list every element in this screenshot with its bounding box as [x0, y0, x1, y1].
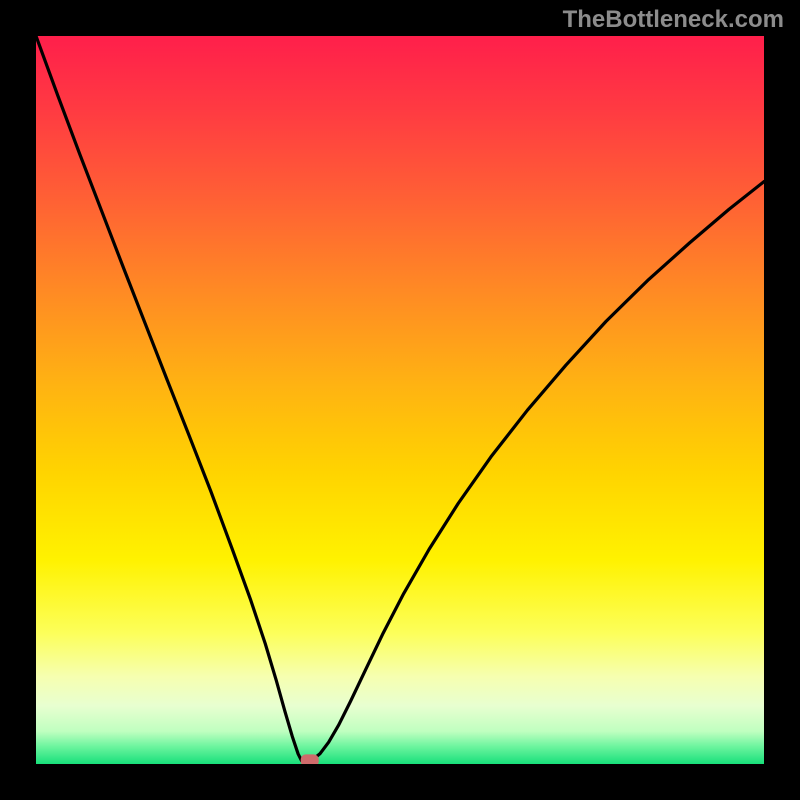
plot-area	[36, 36, 764, 764]
watermark-text: TheBottleneck.com	[563, 6, 784, 34]
bottleneck-curve	[36, 36, 764, 764]
minimum-marker	[301, 754, 319, 764]
curve-polyline	[36, 36, 764, 761]
chart-frame: TheBottleneck.com	[0, 0, 800, 800]
